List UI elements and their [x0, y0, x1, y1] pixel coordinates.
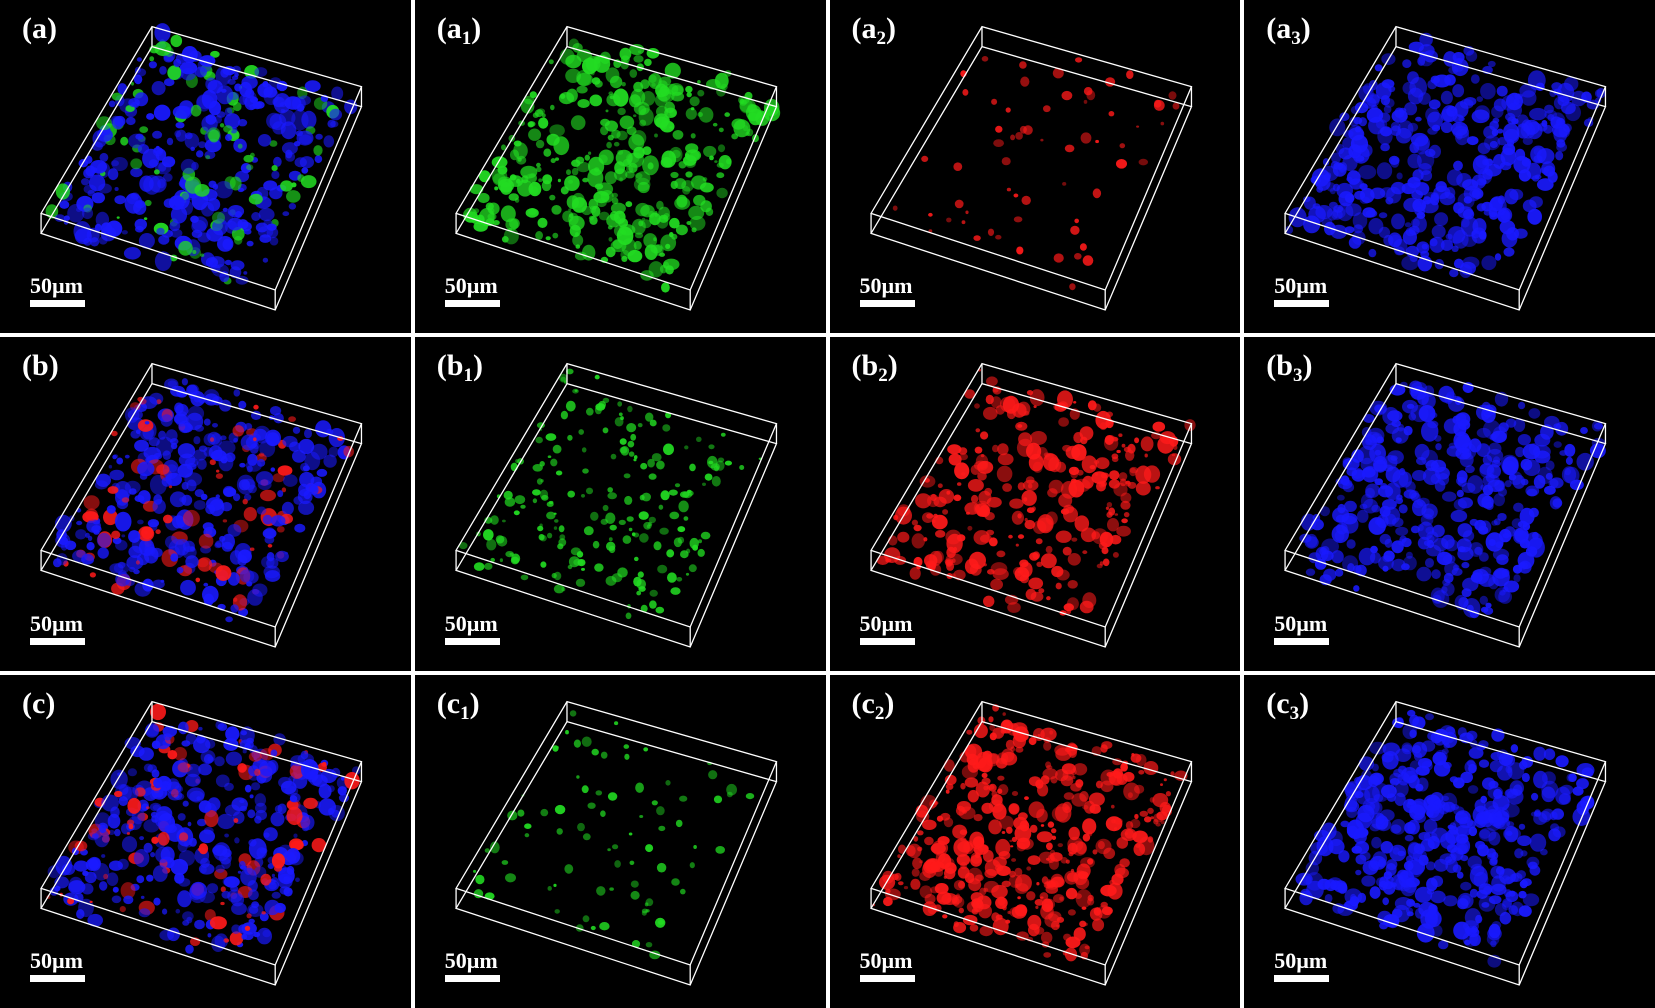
volume-render-c1 [454, 700, 778, 986]
panel-label: (c1) [436, 686, 480, 724]
volume-render-c3 [1284, 700, 1607, 986]
bounding-box-frame [454, 363, 778, 649]
bounding-box-frame [869, 25, 1192, 311]
bounding-box-frame [1284, 700, 1607, 986]
scale-bar-label: 50µm [1274, 947, 1328, 973]
panel-label: (b) [22, 349, 59, 383]
scale-bar: 50µm [30, 610, 85, 645]
scale-bar-line [1274, 300, 1330, 308]
scale-bar: 50µm [859, 610, 915, 645]
scale-bar: 50µm [444, 947, 500, 982]
fluorescence-signal [892, 56, 1179, 291]
volume-render-b2 [869, 363, 1196, 649]
scale-bar-label: 50µm [444, 273, 498, 299]
scale-bar-line [859, 637, 915, 645]
panel-b3: (b3) 50µm [1244, 337, 1655, 671]
volume-render-a2 [869, 25, 1192, 311]
panel-label: (b2) [851, 349, 898, 387]
scale-bar-label: 50µm [1274, 273, 1328, 299]
panel-label: (a) [22, 12, 57, 45]
scale-bar-label: 50µm [30, 273, 84, 299]
panel-a: (a) 50µm [0, 0, 411, 334]
scale-bar: 50µm [30, 947, 85, 982]
panel-b2: (b2) 50µm [829, 337, 1241, 671]
volume-render-b3 [1284, 363, 1607, 649]
scale-bar-line [859, 974, 915, 982]
panel-a1: (a1) 50µm [414, 0, 826, 334]
panel-label: (b3) [1266, 349, 1313, 387]
scale-bar-line [444, 637, 500, 645]
volume-render-b [40, 363, 363, 649]
volume-render-c2 [869, 700, 1192, 986]
fluorescence-signal [462, 38, 780, 293]
volume-render-c [40, 700, 363, 986]
fluorescence-signal [46, 703, 361, 954]
panel-c2: (c2) 50µm [829, 674, 1241, 1008]
scale-bar-line [859, 300, 915, 308]
panel-label: (c3) [1266, 686, 1310, 724]
scale-bar-line [444, 300, 500, 308]
volume-render-b1 [454, 363, 778, 649]
scale-bar-label: 50µm [30, 947, 84, 973]
scale-bar: 50µm [444, 273, 500, 308]
bounding-box-frame [40, 25, 363, 311]
volume-render-a1 [454, 25, 780, 311]
panel-a2: (a2) 50µm [829, 0, 1241, 334]
scale-bar: 50µm [859, 273, 915, 308]
fluorescence-signal [1285, 32, 1606, 278]
fluorescence-signal [45, 23, 358, 285]
scale-bar-label: 50µm [1274, 610, 1328, 636]
bounding-box-frame [869, 363, 1192, 649]
panel-label: (c) [22, 686, 56, 720]
panel-label: (a2) [851, 12, 897, 49]
scale-bar: 50µm [444, 610, 500, 645]
panel-label: (c2) [851, 686, 895, 724]
bounding-box-frame [454, 700, 778, 986]
scale-bar: 50µm [859, 947, 915, 982]
panel-label: (a3) [1266, 12, 1311, 49]
fluorescence-signal [1295, 709, 1595, 968]
scale-bar-line [1274, 637, 1330, 645]
panel-c: (c) 50µm [0, 674, 411, 1008]
panel-label: (a1) [436, 12, 482, 49]
volume-render-a3 [1284, 25, 1607, 311]
scale-bar-line [444, 974, 500, 982]
scale-bar-label: 50µm [444, 610, 498, 636]
scale-bar: 50µm [30, 273, 85, 308]
bounding-box-frame [1284, 25, 1607, 311]
panel-c3: (c3) 50µm [1244, 674, 1655, 1008]
scale-bar-line [30, 637, 85, 645]
scale-bar: 50µm [1274, 610, 1330, 645]
panel-a3: (a3) 50µm [1244, 0, 1655, 334]
fluorescence-signal [458, 368, 763, 620]
fluorescence-signal [1299, 380, 1607, 619]
scale-bar-label: 50µm [859, 610, 913, 636]
scale-bar-label: 50µm [444, 947, 498, 973]
scale-bar-label: 50µm [859, 273, 913, 299]
fluorescence-signal [871, 703, 1187, 962]
panel-b: (b) 50µm [0, 337, 411, 671]
fluorescence-signal [876, 369, 1196, 616]
bounding-box-frame [454, 25, 778, 311]
panel-b1: (b1) 50µm [414, 337, 826, 671]
scale-bar-label: 50µm [859, 947, 913, 973]
scale-bar: 50µm [1274, 947, 1330, 982]
scale-bar-label: 50µm [30, 610, 84, 636]
scale-bar: 50µm [1274, 273, 1330, 308]
fluorescence-signal [53, 378, 355, 623]
panel-c1: (c1) 50µm [414, 674, 826, 1008]
scale-bar-line [1274, 974, 1330, 982]
fluorescence-signal [472, 709, 754, 959]
bounding-box-frame [40, 363, 363, 649]
panel-label: (b1) [436, 349, 483, 387]
scale-bar-line [30, 300, 85, 308]
bounding-box-frame [869, 700, 1192, 986]
scale-bar-line [30, 974, 85, 982]
volume-render-a [40, 23, 363, 311]
bounding-box-frame [1284, 363, 1607, 649]
bounding-box-frame [40, 700, 363, 986]
